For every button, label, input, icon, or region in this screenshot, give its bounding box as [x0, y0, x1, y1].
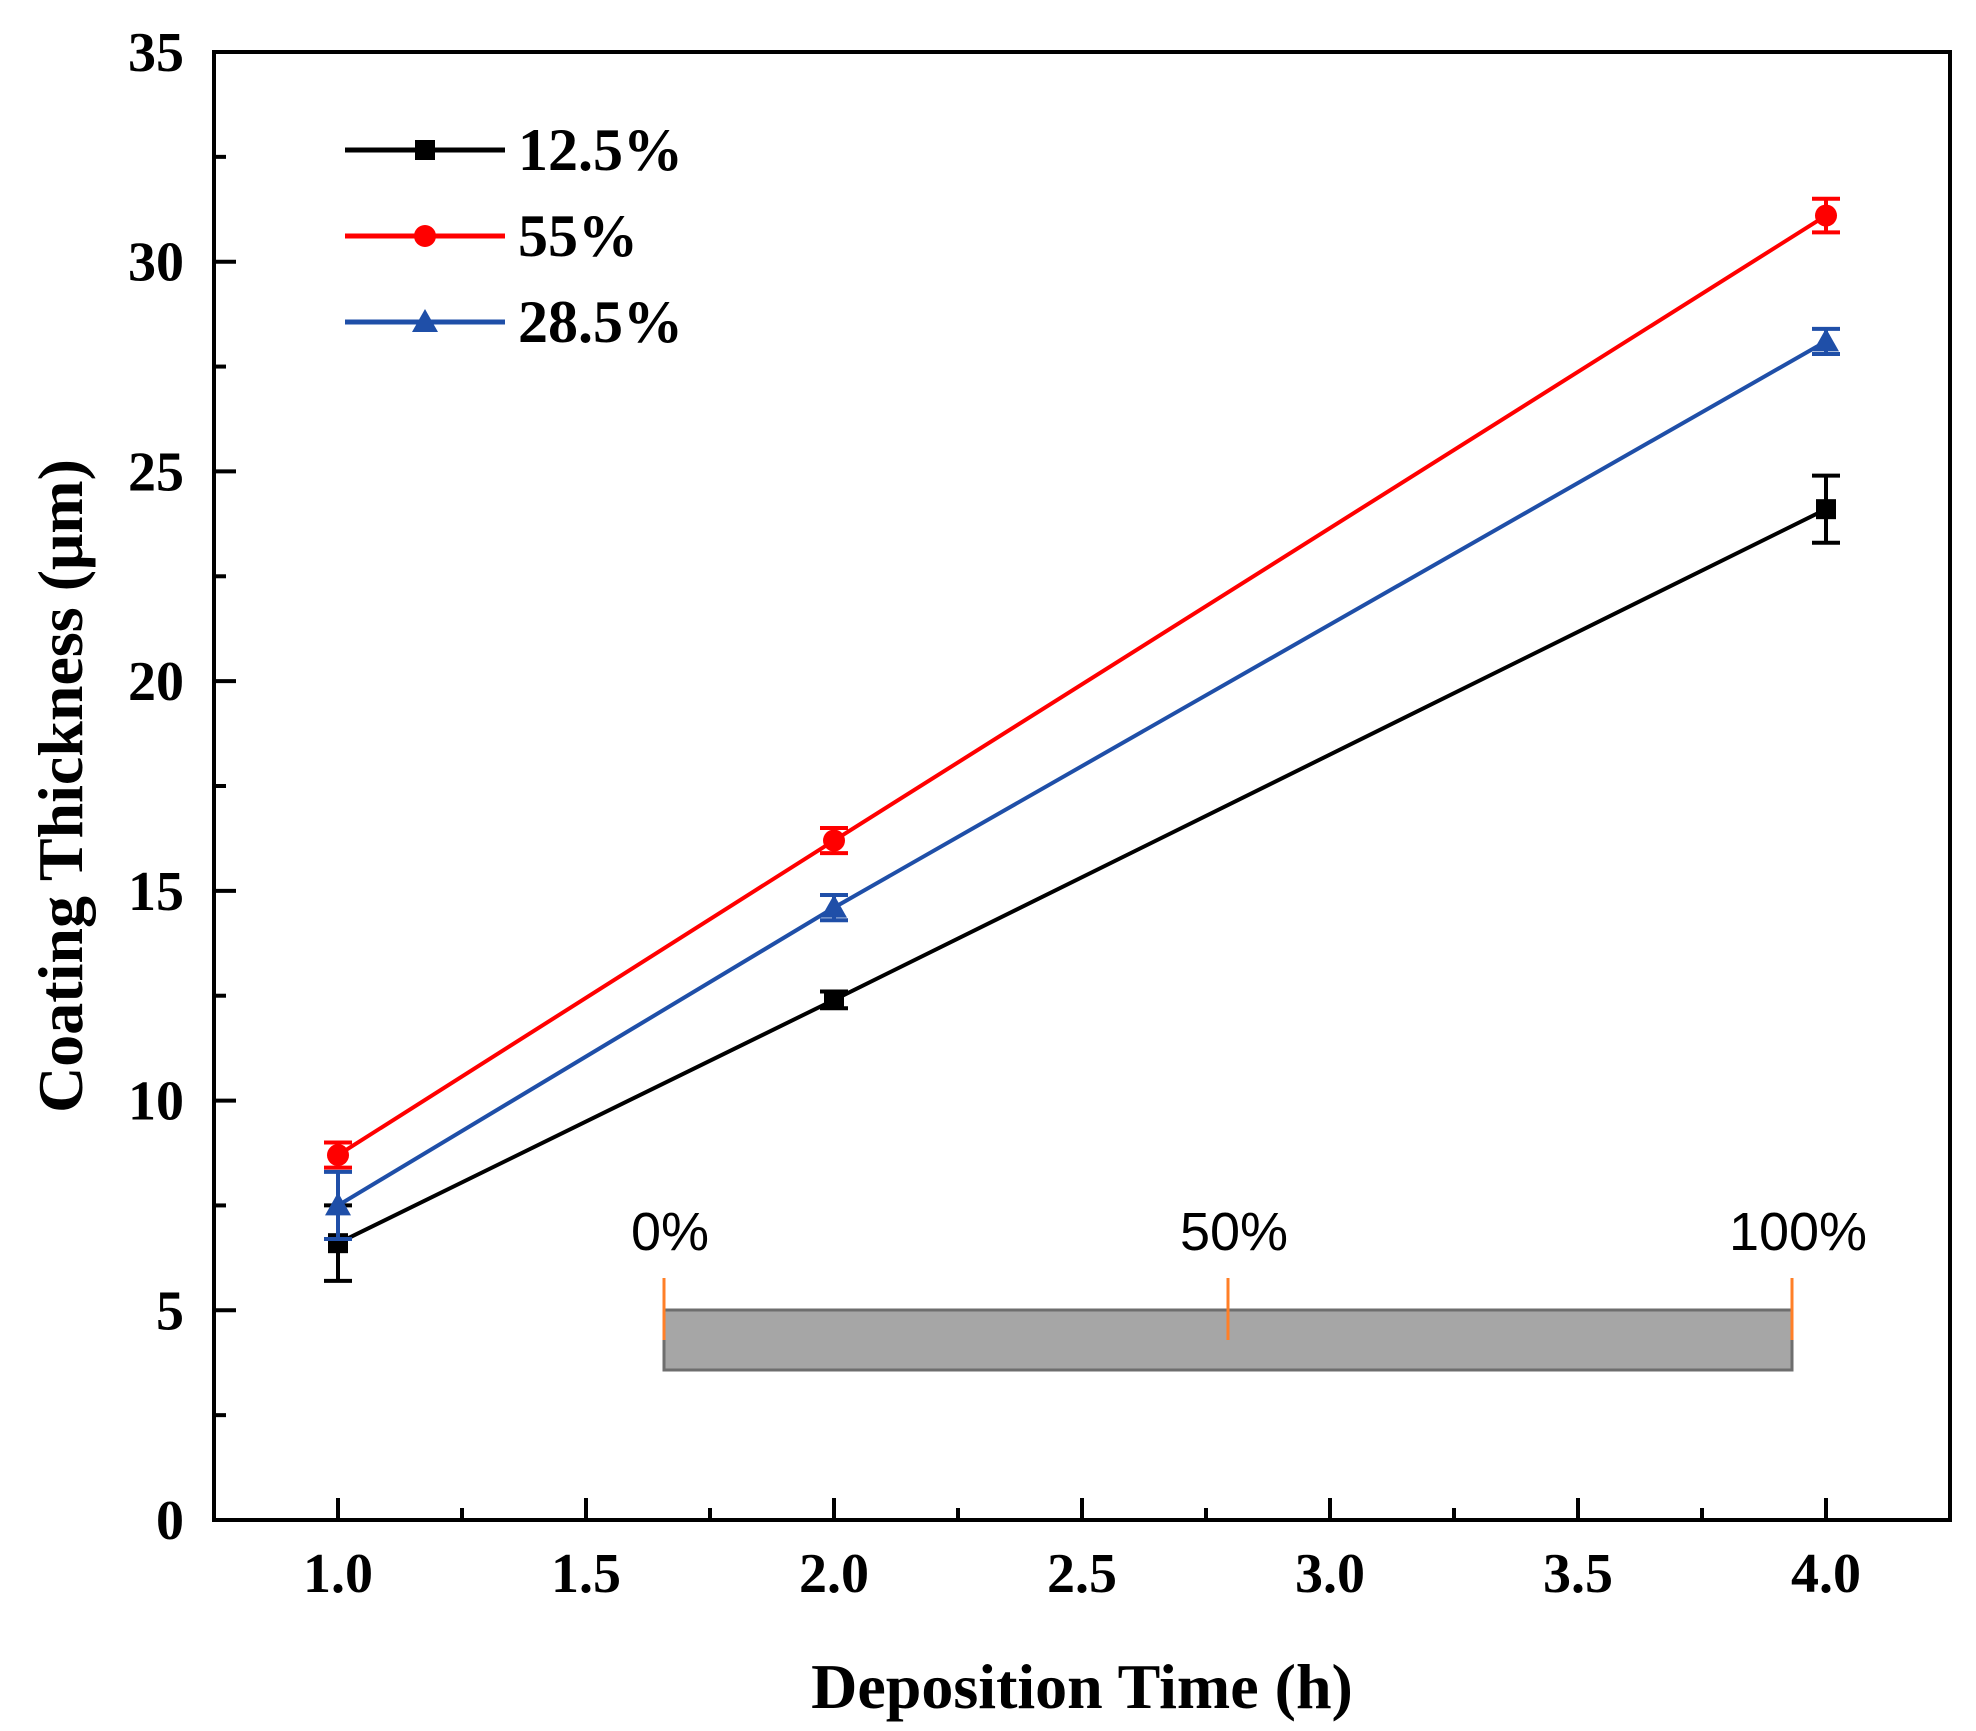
- series-triangle: [324, 326, 1840, 1241]
- x-tick-label: 2.5: [1047, 1543, 1117, 1605]
- x-tick-label: 1.0: [303, 1543, 373, 1605]
- legend-label: 28.5%: [518, 289, 683, 355]
- y-tick-label: 15: [128, 861, 184, 923]
- x-tick-label: 2.0: [799, 1543, 869, 1605]
- y-tick-label: 20: [128, 651, 184, 713]
- x-tick-label: 4.0: [1791, 1543, 1861, 1605]
- y-tick-label: 0: [156, 1490, 184, 1552]
- data-point: [1816, 499, 1836, 520]
- y-tick-label: 35: [128, 22, 184, 84]
- y-tick-label: 25: [128, 441, 184, 503]
- data-series: [324, 196, 1840, 1283]
- legend-marker: [415, 140, 435, 160]
- data-point: [821, 894, 847, 918]
- series-line: [336, 213, 1828, 1157]
- series-circle: [324, 196, 1840, 1170]
- series-square: [324, 473, 1840, 1283]
- y-axis-title: Coating Thickness (μm): [25, 459, 96, 1113]
- x-tick-label: 3.5: [1543, 1543, 1613, 1605]
- inset-label: 100%: [1729, 1202, 1867, 1262]
- data-point: [1815, 204, 1837, 227]
- data-point: [823, 829, 845, 852]
- legend: 12.5% 55% 28.5%: [345, 117, 683, 355]
- data-point: [325, 1192, 351, 1216]
- y-tick-label: 30: [128, 232, 184, 294]
- y-tick-label: 10: [128, 1071, 184, 1133]
- x-tick-label: 3.0: [1295, 1543, 1365, 1605]
- data-point: [824, 989, 844, 1010]
- legend-label: 12.5%: [518, 117, 683, 183]
- data-point: [1813, 328, 1839, 352]
- axis-ticks: 1.0 1.5 2.0 2.5 3.0 3.5 4.0 0 5 10 15 20 25 30 35: [128, 22, 1861, 1605]
- data-point: [327, 1144, 349, 1167]
- legend-marker: [412, 309, 438, 332]
- inset-label: 50%: [1180, 1202, 1288, 1262]
- inset-label: 0%: [631, 1202, 709, 1262]
- legend-marker: [414, 225, 436, 247]
- y-tick-label: 5: [156, 1280, 184, 1342]
- plot-frame: [212, 50, 1952, 1522]
- x-tick-label: 1.5: [551, 1543, 621, 1605]
- series-line: [336, 339, 1827, 1208]
- legend-label: 55%: [518, 203, 638, 269]
- position-inset: 0% 50% 100%: [631, 1202, 1867, 1372]
- series-line: [337, 507, 1827, 1245]
- x-axis-title: Deposition Time (h): [811, 1651, 1353, 1722]
